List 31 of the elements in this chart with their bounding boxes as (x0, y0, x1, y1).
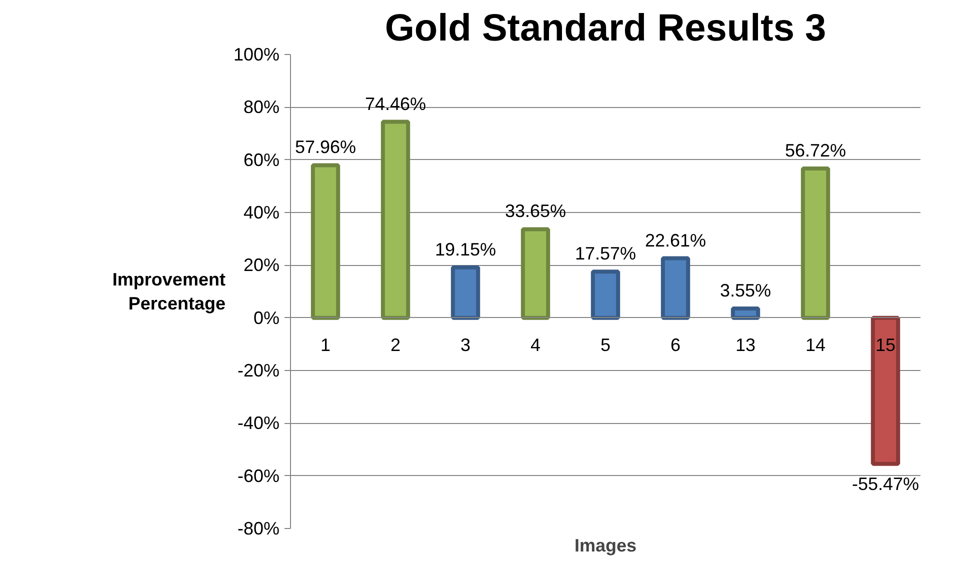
x-axis-title: Images (574, 536, 637, 556)
x-tick-label: 13 (735, 334, 756, 355)
y-tick-label: 40% (243, 202, 280, 222)
x-tick-label: 2 (390, 334, 401, 355)
y-tick-label: 100% (233, 44, 280, 64)
data-label: 3.55% (720, 280, 772, 300)
data-label: 19.15% (434, 239, 496, 260)
data-label: 57.96% (294, 137, 356, 158)
x-tick-label: 4 (530, 334, 541, 355)
chart-title: Gold Standard Results 3 (384, 8, 826, 50)
y-tick-label: -60% (237, 466, 280, 486)
y-tick-label: -80% (237, 518, 280, 538)
y-tick-label: 0% (253, 308, 280, 328)
y-tick-label: -40% (237, 413, 280, 434)
data-label: 33.65% (504, 201, 566, 222)
y-tick-label: 60% (243, 150, 280, 170)
data-label: 17.57% (574, 244, 636, 264)
y-axis-title: Improvement Percentage (112, 270, 226, 314)
y-tick-label: 20% (243, 255, 280, 276)
y-tick-label: -20% (237, 360, 280, 380)
data-label: 56.72% (784, 140, 846, 160)
x-tick-label: 14 (805, 334, 826, 355)
x-tick-label: 6 (670, 334, 681, 355)
data-label: 22.61% (644, 230, 706, 250)
y-tick-label: 80% (243, 97, 280, 118)
data-label: 74.46% (364, 94, 426, 114)
x-tick-label: 15 (875, 334, 896, 355)
x-tick-label: 1 (320, 334, 331, 355)
x-tick-label: 3 (460, 334, 471, 355)
x-tick-label: 5 (600, 334, 611, 355)
data-label: -55.47% (852, 474, 920, 494)
